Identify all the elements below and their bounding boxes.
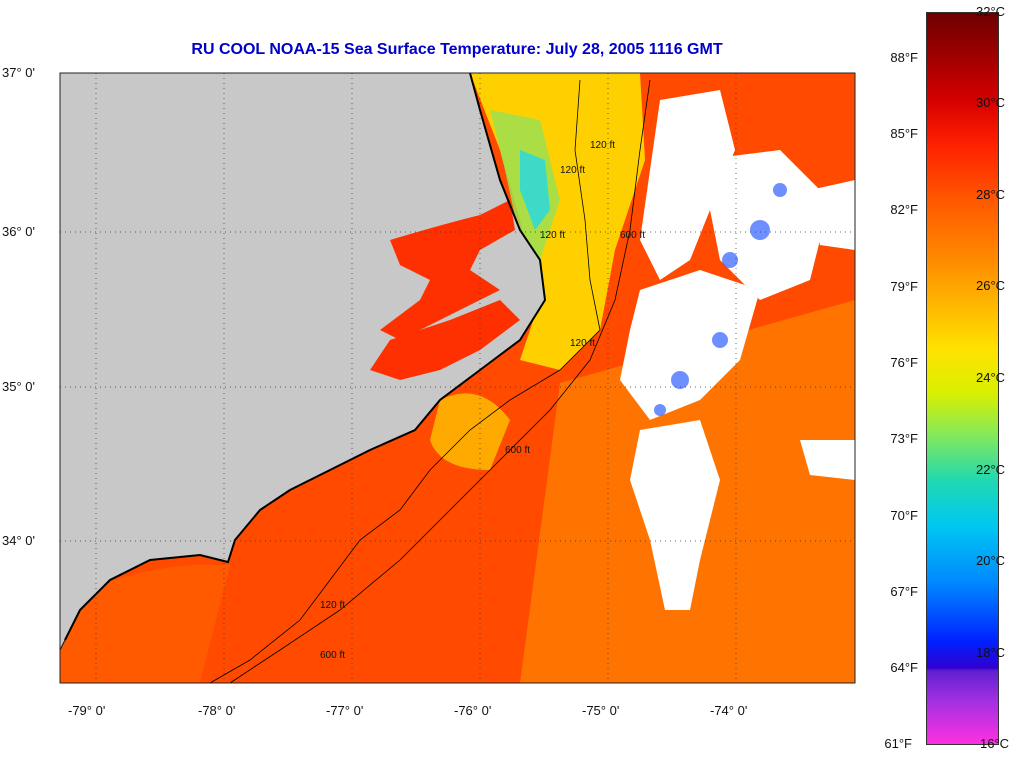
fahrenheit-label: 88°F [890, 50, 918, 65]
map-title: RU COOL NOAA-15 Sea Surface Temperature:… [191, 41, 723, 58]
contour-label: 120 ft [590, 140, 616, 151]
lat-label: 34° 0' [2, 533, 35, 548]
celsius-label: 30°C [976, 95, 1006, 110]
celsius-label: 24°C [976, 370, 1006, 385]
fahrenheit-label: 82°F [890, 202, 918, 217]
celsius-label: 22°C [976, 462, 1006, 477]
lon-label: -74° 0' [710, 703, 748, 718]
fahrenheit-label: 64°F [890, 660, 918, 675]
bay-warm-water [430, 393, 510, 470]
fahrenheit-label: 79°F [890, 279, 918, 294]
celsius-label: 28°C [976, 187, 1006, 202]
contour-label: 120 ft [540, 230, 566, 241]
lon-label: -79° 0' [68, 703, 106, 718]
contour-label: 120 ft [320, 600, 346, 611]
shelf-cyan-water [520, 150, 550, 230]
map-frame [59, 72, 856, 684]
coastline [64, 72, 547, 641]
lon-label: -75° 0' [582, 703, 620, 718]
contour-label: 600 ft [320, 650, 346, 661]
celsius-label: 16°C [980, 736, 1010, 751]
albemarle-sound [380, 200, 515, 340]
graticule [60, 73, 855, 683]
lat-label: 37° 0' [2, 65, 35, 80]
fahrenheit-label: 67°F [890, 584, 918, 599]
fahrenheit-label: 61°F [884, 736, 912, 751]
pamlico-sound [370, 300, 520, 380]
lon-label: -76° 0' [454, 703, 492, 718]
lat-label: 35° 0' [2, 379, 35, 394]
cloud-cover [620, 90, 855, 610]
celsius-label: 20°C [976, 553, 1006, 568]
fahrenheit-label: 85°F [890, 126, 918, 141]
celsius-label: 32°C [976, 4, 1006, 19]
lon-label: -78° 0' [198, 703, 236, 718]
contour-label: 120 ft [570, 338, 596, 349]
fahrenheit-label: 76°F [890, 355, 918, 370]
fahrenheit-label: 70°F [890, 508, 918, 523]
contour-label: 600 ft [620, 230, 646, 241]
cloud-edge-artifacts [654, 183, 787, 416]
contour-label: 600 ft [505, 445, 531, 456]
fahrenheit-label: 73°F [890, 431, 918, 446]
southern-shelf-water [60, 564, 230, 683]
temperature-colorbar [926, 12, 999, 745]
lon-label: -77° 0' [326, 703, 364, 718]
lat-label: 36° 0' [2, 224, 35, 239]
contour-label: 120 ft [560, 165, 586, 176]
celsius-label: 18°C [976, 645, 1006, 660]
bathymetry-contours [209, 79, 651, 684]
celsius-label: 26°C [976, 278, 1006, 293]
